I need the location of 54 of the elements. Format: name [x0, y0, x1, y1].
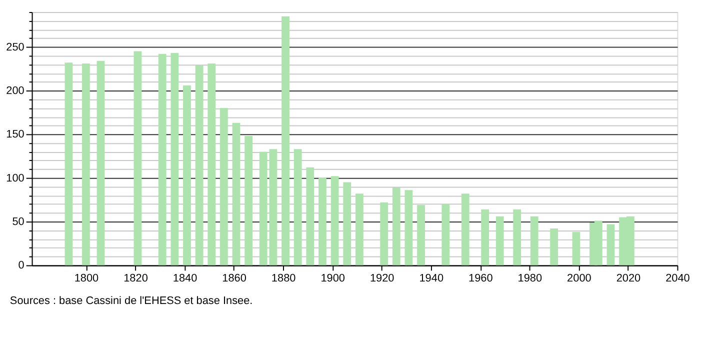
bar	[158, 54, 166, 266]
bar	[244, 136, 253, 266]
bar	[330, 176, 339, 266]
x-tick-label: 1980	[518, 272, 542, 285]
bar	[355, 194, 364, 266]
x-tick-label: 1920	[370, 272, 394, 285]
bar	[82, 64, 90, 266]
bar	[96, 60, 105, 266]
bar	[550, 228, 558, 266]
y-tick-label: 150	[6, 128, 24, 141]
y-tick-label: 100	[6, 172, 24, 184]
x-tick-label: 1940	[419, 272, 444, 285]
bar	[208, 64, 216, 266]
x-tick-label: 1860	[222, 272, 246, 285]
bar	[404, 190, 413, 266]
x-tick-label: 1820	[124, 272, 148, 285]
bar	[306, 167, 314, 266]
bar	[318, 178, 326, 266]
x-tick-label: 1800	[74, 272, 99, 285]
bar	[232, 122, 240, 266]
bar	[294, 149, 302, 266]
bar	[343, 182, 352, 266]
x-tick-label: 1880	[271, 272, 296, 285]
x-tick-label: 2040	[666, 272, 690, 285]
y-tick-label: 0	[18, 260, 24, 272]
bar	[259, 152, 268, 266]
bar	[380, 202, 388, 266]
bar	[513, 209, 522, 266]
bar	[481, 209, 490, 266]
bar	[496, 216, 504, 266]
bar	[461, 194, 470, 266]
x-tick-label: 1840	[172, 272, 198, 285]
bar	[417, 204, 425, 266]
bar	[220, 108, 228, 266]
bar	[572, 232, 580, 266]
bar	[530, 216, 538, 266]
x-tick-label: 2020	[616, 272, 641, 285]
bar	[442, 204, 450, 266]
y-tick-label: 50	[12, 216, 24, 228]
bar	[134, 51, 142, 266]
bar	[195, 65, 204, 266]
x-tick-label: 1900	[320, 272, 345, 285]
bar	[170, 53, 179, 266]
x-tick-label: 1960	[468, 272, 493, 285]
y-tick-label: 200	[6, 85, 24, 98]
bar	[282, 16, 290, 266]
bar	[64, 62, 73, 266]
y-tick-label: 250	[6, 41, 24, 54]
bar	[392, 188, 400, 266]
bar	[606, 224, 615, 266]
x-tick-label: 2000	[567, 272, 592, 285]
source-note: Sources : base Cassini de l'EHESS et base Insee.	[10, 294, 253, 307]
bar	[183, 85, 191, 266]
bar	[269, 149, 278, 266]
